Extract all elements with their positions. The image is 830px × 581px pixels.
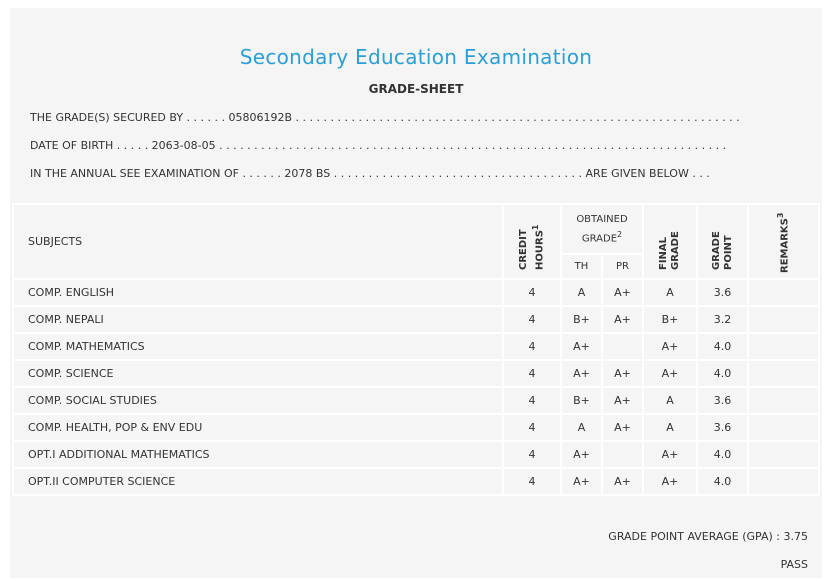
subject-cell: COMP. SCIENCE bbox=[12, 359, 504, 388]
subject-cell: OPT.I ADDITIONAL MATHEMATICS bbox=[12, 440, 504, 469]
table-row: COMP. SCIENCE 4 A+ A+ A+ 4.0 bbox=[12, 359, 820, 388]
grade-cell: A+ bbox=[601, 305, 644, 334]
grade-cell: 4.0 bbox=[696, 332, 749, 361]
header-text: GRADE POINT bbox=[710, 230, 734, 270]
remarks-cell bbox=[747, 440, 820, 469]
grade-cell: A+ bbox=[560, 359, 603, 388]
grade-cell: A+ bbox=[601, 386, 644, 415]
remarks-cell bbox=[747, 386, 820, 415]
sub-header: TH bbox=[560, 253, 603, 280]
grade-cell: A+ bbox=[601, 359, 644, 388]
subject-cell: COMP. ENGLISH bbox=[12, 278, 504, 307]
subject-cell: COMP. HEALTH, POP & ENV EDU bbox=[12, 413, 504, 442]
column-header: GRADE POINT bbox=[696, 203, 749, 280]
grade-cell: A+ bbox=[601, 413, 644, 442]
grade-cell: 4 bbox=[502, 386, 562, 415]
column-header: FINAL GRADE bbox=[642, 203, 698, 280]
grade-cell: 4 bbox=[502, 413, 562, 442]
remarks-cell bbox=[747, 305, 820, 334]
sub-header: PR bbox=[601, 253, 644, 280]
subject-cell: COMP. MATHEMATICS bbox=[12, 332, 504, 361]
remarks-cell bbox=[747, 359, 820, 388]
grade-cell: 3.6 bbox=[696, 413, 749, 442]
column-header: OBTAINED GRADE2 bbox=[560, 203, 644, 255]
remarks-cell bbox=[747, 467, 820, 496]
table-row: COMP. NEPALI 4 B+ A+ B+ 3.2 bbox=[12, 305, 820, 334]
header-note: 2 bbox=[617, 229, 623, 239]
result: PASS bbox=[780, 558, 808, 571]
grade-cell: 3.2 bbox=[696, 305, 749, 334]
grade-cell: 3.6 bbox=[696, 278, 749, 307]
remarks-cell bbox=[747, 413, 820, 442]
gpa: GRADE POINT AVERAGE (GPA) : 3.75 bbox=[608, 530, 808, 543]
header-note: 3 bbox=[776, 212, 786, 219]
table-row: COMP. MATHEMATICS 4 A+ A+ 4.0 bbox=[12, 332, 820, 361]
table-row: COMP. ENGLISH 4 A A+ A 3.6 bbox=[12, 278, 820, 307]
grade-cell: 4.0 bbox=[696, 440, 749, 469]
subtitle: GRADE-SHEET bbox=[368, 82, 464, 96]
grade-cell: A+ bbox=[601, 467, 644, 496]
header-text: CREDIT HOURS1 bbox=[517, 214, 546, 270]
grade-sheet-panel: Secondary Education Examination GRADE-SH… bbox=[10, 8, 822, 578]
header-text: REMARKS3 bbox=[775, 211, 791, 273]
header-text: SUBJECTS bbox=[28, 235, 83, 248]
table-row: COMP. SOCIAL STUDIES 4 B+ A+ A 3.6 bbox=[12, 386, 820, 415]
grade-cell: A+ bbox=[560, 332, 603, 361]
column-header: REMARKS3 bbox=[747, 203, 820, 280]
header-label: CREDIT HOURS bbox=[517, 228, 546, 270]
header-label: REMARKS bbox=[779, 218, 791, 273]
grade-cell: 4.0 bbox=[696, 359, 749, 388]
subject-cell: COMP. SOCIAL STUDIES bbox=[12, 386, 504, 415]
grade-cell: 4 bbox=[502, 278, 562, 307]
grade-cell: 4 bbox=[502, 332, 562, 361]
grade-cell: A+ bbox=[642, 440, 698, 469]
detail-line: IN THE ANNUAL SEE EXAMINATION OF . . . .… bbox=[30, 167, 710, 180]
grade-cell: A+ bbox=[560, 467, 603, 496]
table-row: COMP. HEALTH, POP & ENV EDU 4 A A+ A 3.6 bbox=[12, 413, 820, 442]
grade-cell: A+ bbox=[601, 278, 644, 307]
title: Secondary Education Examination bbox=[239, 45, 593, 69]
subject-cell: OPT.II COMPUTER SCIENCE bbox=[12, 467, 504, 496]
grades-table: SUBJECTS CREDIT HOURS1 OBTAINED GRADE2 F… bbox=[12, 203, 820, 496]
grade-cell bbox=[601, 440, 644, 469]
header-label: OBTAINED GRADE bbox=[576, 213, 628, 245]
column-header: CREDIT HOURS1 bbox=[502, 203, 562, 280]
grade-cell: A bbox=[560, 413, 603, 442]
grade-cell: 4.0 bbox=[696, 467, 749, 496]
grade-cell: 4 bbox=[502, 440, 562, 469]
grade-cell: 3.6 bbox=[696, 386, 749, 415]
grade-cell: A bbox=[642, 386, 698, 415]
column-header: SUBJECTS bbox=[12, 203, 504, 280]
grade-cell: A+ bbox=[642, 332, 698, 361]
grade-cell: A+ bbox=[642, 359, 698, 388]
table-row: OPT.II COMPUTER SCIENCE 4 A+ A+ A+ 4.0 bbox=[12, 467, 820, 496]
remarks-cell bbox=[747, 278, 820, 307]
grade-cell: B+ bbox=[560, 386, 603, 415]
grade-cell: 4 bbox=[502, 467, 562, 496]
grade-cell: 4 bbox=[502, 305, 562, 334]
table-row: OPT.I ADDITIONAL MATHEMATICS 4 A+ A+ 4.0 bbox=[12, 440, 820, 469]
grade-cell bbox=[601, 332, 644, 361]
remarks-cell bbox=[747, 332, 820, 361]
header-note: 1 bbox=[530, 224, 540, 230]
grade-cell: A bbox=[642, 278, 698, 307]
subject-cell: COMP. NEPALI bbox=[12, 305, 504, 334]
grade-cell: A+ bbox=[560, 440, 603, 469]
detail-line: THE GRADE(S) SECURED BY . . . . . . 0580… bbox=[30, 111, 740, 124]
grade-cell: 4 bbox=[502, 359, 562, 388]
grade-cell: B+ bbox=[642, 305, 698, 334]
detail-line: DATE OF BIRTH . . . . . 2063-08-05 . . .… bbox=[30, 139, 727, 152]
grade-cell: A bbox=[560, 278, 603, 307]
grade-cell: B+ bbox=[560, 305, 603, 334]
grade-cell: A bbox=[642, 413, 698, 442]
table-body: COMP. ENGLISH 4 A A+ A 3.6 COMP. NEPALI 4 B+ A+ B+… bbox=[12, 278, 820, 496]
header-text: FINAL GRADE bbox=[658, 230, 681, 270]
grade-cell: A+ bbox=[642, 467, 698, 496]
